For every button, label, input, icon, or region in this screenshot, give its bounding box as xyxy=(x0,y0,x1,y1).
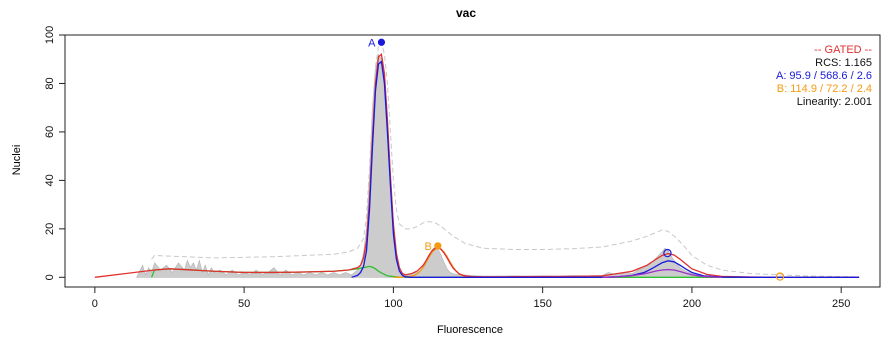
plot-frame xyxy=(64,34,881,288)
axes: 0 50 100 150 200 250 0 20 40 60 80 100 xyxy=(44,26,881,310)
peak-marker-a xyxy=(377,38,386,46)
open-marker-1 xyxy=(775,272,785,281)
series-line-5 xyxy=(602,268,722,278)
y-axis-label: Nuclei xyxy=(11,145,23,176)
histogram-area xyxy=(136,53,857,278)
y-tick-label: 100 xyxy=(44,26,56,44)
legend-linearity: Linearity: 2.001 xyxy=(797,96,872,108)
legend-title: -- GATED -- xyxy=(814,44,872,56)
legend-peak-b: B: 114.9 / 72.2 / 2.4 xyxy=(777,83,872,95)
chart-title: vac xyxy=(456,6,476,20)
peak-label-a: A xyxy=(368,37,376,49)
peak-label-b: B xyxy=(425,241,432,253)
legend-peak-a: A: 95.9 / 568.6 / 2.6 xyxy=(776,70,872,82)
y-tick-label: 40 xyxy=(44,174,56,186)
x-tick-label: 50 xyxy=(238,298,250,310)
legend-rcs: RCS: 1.165 xyxy=(815,57,872,69)
x-tick-label: 200 xyxy=(683,298,701,310)
x-tick-label: 150 xyxy=(533,298,551,310)
y-tick-label: 60 xyxy=(44,126,56,138)
legend: -- GATED -- RCS: 1.165 A: 95.9 / 568.6 /… xyxy=(776,44,872,108)
series-line-4 xyxy=(351,60,860,278)
peak-marker-b xyxy=(434,242,442,250)
x-tick-label: 100 xyxy=(384,298,402,310)
y-tick-label: 0 xyxy=(44,274,56,280)
plot-area: AB xyxy=(94,37,860,281)
series-line-3 xyxy=(94,53,860,278)
x-tick-label: 0 xyxy=(92,298,98,310)
y-tick-label: 20 xyxy=(44,223,56,235)
open-marker-0 xyxy=(663,248,672,258)
x-tick-label: 250 xyxy=(832,298,850,310)
y-tick-label: 80 xyxy=(44,77,56,89)
series-line-0 xyxy=(151,40,857,278)
x-axis-label: Fluorescence xyxy=(437,324,503,336)
